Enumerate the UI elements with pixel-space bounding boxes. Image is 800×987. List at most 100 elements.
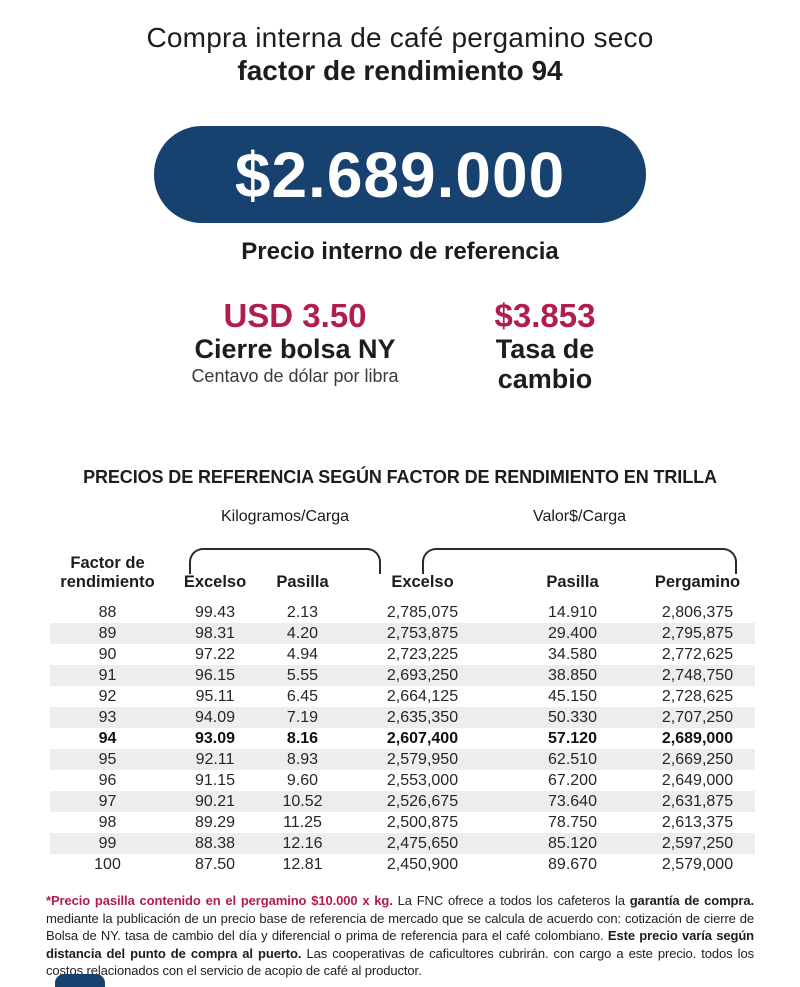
cell-pergamino: 2,669,250 — [661, 751, 734, 768]
ny-close-value: USD 3.50 — [223, 297, 367, 334]
col-header-excelso-val: Excelso — [391, 573, 454, 591]
exchange-rate-stat: $3.853 Tasa de cambio — [445, 297, 645, 395]
value-bracket — [422, 548, 737, 574]
group-label-kilograms: Kilogramos/Carga — [220, 508, 350, 525]
cell-excelso-val: 2,553,000 — [386, 772, 459, 789]
table-row: 92 95.11 6.45 2,664,125 45.150 2,728,625 — [50, 686, 755, 707]
cell-pasilla-val: 85.120 — [548, 835, 597, 852]
cell-pergamino: 2,806,375 — [661, 604, 734, 621]
col-header-pergamino: Pergamino — [654, 573, 741, 591]
table-row: 94 93.09 8.16 2,607,400 57.120 2,689,000 — [50, 728, 755, 749]
cell-excelso-kg: 94.09 — [194, 709, 236, 726]
cell-pergamino: 2,631,875 — [661, 793, 734, 810]
footnote-bold2: Este precio varía según distancia del pu… — [46, 928, 755, 961]
cell-pergamino: 2,748,750 — [661, 667, 734, 684]
cell-pasilla-val: 38.850 — [548, 667, 597, 684]
cell-pasilla-kg: 4.20 — [286, 625, 319, 642]
table-row: 96 91.15 9.60 2,553,000 67.200 2,649,000 — [50, 770, 755, 791]
cell-factor: 96 — [98, 772, 117, 789]
cell-excelso-val: 2,635,350 — [386, 709, 459, 726]
cell-excelso-kg: 93.09 — [194, 730, 236, 747]
cell-factor: 89 — [98, 625, 117, 642]
cell-pasilla-kg: 5.55 — [286, 667, 319, 684]
col-header-pasilla-kg: Pasilla — [276, 573, 329, 591]
ny-close-stat: USD 3.50 Cierre bolsa NY Centavo de dóla… — [155, 298, 435, 394]
table-row: 99 88.38 12.16 2,475,650 85.120 2,597,250 — [50, 833, 755, 854]
page-title: Compra interna de café pergamino seco fa… — [0, 0, 800, 88]
footnote: *Precio pasilla contenido en el pergamin… — [46, 892, 754, 980]
table-header-row: Factor de rendimiento Excelso Pasilla Ex… — [50, 548, 755, 594]
table-group-labels: Kilogramos/Carga Valor$/Carga — [50, 508, 755, 532]
footnote-bold1: garantía de compra. — [629, 893, 754, 908]
market-stats: USD 3.50 Cierre bolsa NY Centavo de dóla… — [0, 297, 800, 395]
cell-factor: 90 — [98, 646, 117, 663]
exchange-rate-label-line1: Tasa de — [495, 334, 595, 364]
cell-excelso-val: 2,475,650 — [386, 835, 459, 852]
table-row: 89 98.31 4.20 2,753,875 29.400 2,795,875 — [50, 623, 755, 644]
cutoff-logo-shape — [55, 974, 105, 987]
cell-excelso-kg: 95.11 — [195, 688, 235, 705]
table-row: 95 92.11 8.93 2,579,950 62.510 2,669,250 — [50, 749, 755, 770]
cell-pasilla-val: 14.910 — [548, 604, 597, 621]
page-title-line2: factor de rendimiento 94 — [237, 55, 563, 86]
cell-pasilla-val: 89.670 — [548, 856, 597, 873]
col-header-excelso-kg: Excelso — [183, 573, 247, 591]
table-section-title: PRECIOS DE REFERENCIA SEGÚN FACTOR DE RE… — [83, 467, 717, 487]
cell-excelso-kg: 91.15 — [194, 772, 236, 789]
table-row: 90 97.22 4.94 2,723,225 34.580 2,772,625 — [50, 644, 755, 665]
cell-excelso-val: 2,579,950 — [386, 751, 459, 768]
ny-close-sublabel: Centavo de dólar por libra — [191, 366, 399, 386]
cell-factor: 95 — [98, 751, 117, 768]
cell-pasilla-kg: 7.19 — [286, 709, 319, 726]
cell-factor: 98 — [98, 814, 117, 831]
table-row: 88 99.43 2.13 2,785,075 14.910 2,806,375 — [50, 602, 755, 623]
table-row: 93 94.09 7.19 2,635,350 50.330 2,707,250 — [50, 707, 755, 728]
cell-excelso-kg: 89.29 — [194, 814, 236, 831]
cell-excelso-val: 2,450,900 — [386, 856, 459, 873]
footnote-text2: mediante la publicación de un precio bas… — [46, 910, 754, 944]
cell-factor: 99 — [98, 835, 117, 852]
cell-factor: 94 — [98, 730, 117, 747]
cell-pasilla-val: 78.750 — [548, 814, 597, 831]
cell-excelso-kg: 97.22 — [194, 646, 236, 663]
table-row: 91 96.15 5.55 2,693,250 38.850 2,748,750 — [50, 665, 755, 686]
reference-price-table: Kilogramos/Carga Valor$/Carga Factor de … — [50, 508, 755, 875]
cell-pasilla-val: 67.200 — [548, 772, 597, 789]
cell-pasilla-val: 29.400 — [548, 625, 597, 642]
cell-pasilla-val: 50.330 — [548, 709, 597, 726]
cell-pasilla-kg: 9.60 — [286, 772, 319, 789]
cell-pasilla-kg: 8.93 — [286, 751, 319, 768]
cell-excelso-kg: 88.38 — [194, 835, 236, 852]
cell-pasilla-val: 73.640 — [548, 793, 597, 810]
exchange-rate-value: $3.853 — [494, 297, 596, 334]
cell-excelso-val: 2,607,400 — [386, 730, 459, 747]
cell-pasilla-val: 62.510 — [548, 751, 597, 768]
cell-pergamino: 2,795,875 — [661, 625, 734, 642]
cell-excelso-val: 2,500,875 — [386, 814, 459, 831]
group-label-value: Valor$/Carga — [532, 508, 627, 525]
table-body: 88 99.43 2.13 2,785,075 14.910 2,806,375 89 98.… — [50, 602, 755, 875]
footnote-red-bold: *Precio pasilla contenido en el pergamin… — [46, 893, 393, 908]
cell-pasilla-kg: 12.81 — [282, 856, 323, 873]
kilograms-bracket — [189, 548, 381, 574]
table-row: 100 87.50 12.81 2,450,900 89.670 2,579,000 — [50, 854, 755, 875]
cell-pasilla-kg: 2.13 — [286, 604, 319, 621]
footnote-text1: La FNC ofrece a todos los cafeteros la — [392, 893, 630, 908]
cell-excelso-kg: 90.21 — [194, 793, 236, 810]
cell-pergamino: 2,649,000 — [661, 772, 734, 789]
footnote-text3: Las cooperativas de caficultores cubrirá… — [46, 945, 754, 979]
cell-factor: 97 — [98, 793, 117, 810]
col-header-factor: Factor de rendimiento — [50, 554, 165, 594]
cell-pasilla-val: 57.120 — [548, 730, 597, 747]
cell-excelso-val: 2,723,225 — [386, 646, 459, 663]
cell-excelso-kg: 98.31 — [194, 625, 236, 642]
cell-factor: 100 — [94, 856, 121, 873]
cell-pergamino: 2,728,625 — [661, 688, 734, 705]
table-row: 98 89.29 11.25 2,500,875 78.750 2,613,375 — [50, 812, 755, 833]
cell-pasilla-kg: 12.16 — [282, 835, 323, 852]
cell-pasilla-kg: 4.94 — [286, 646, 319, 663]
cell-pergamino: 2,597,250 — [661, 835, 734, 852]
cell-factor: 91 — [98, 667, 117, 684]
cell-factor: 93 — [98, 709, 117, 726]
ny-close-label: Cierre bolsa NY — [194, 334, 396, 364]
